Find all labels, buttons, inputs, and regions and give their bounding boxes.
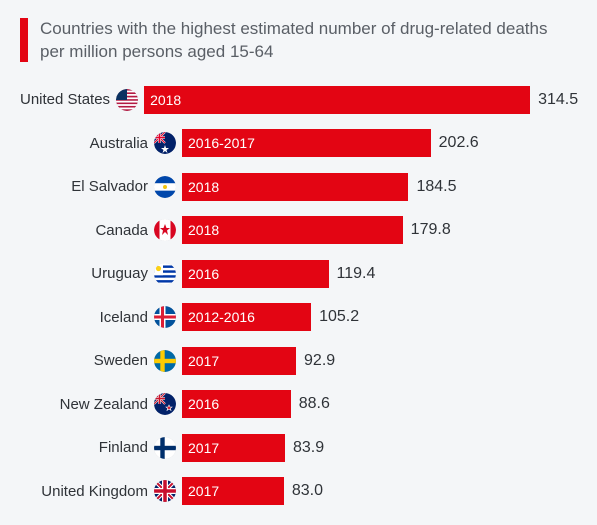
- year-label: 2017: [188, 440, 219, 456]
- country-label: Canada: [20, 222, 154, 239]
- value-label: 92.9: [304, 352, 335, 370]
- chart-title-row: Countries with the highest estimated num…: [20, 18, 569, 64]
- flag-icon: [154, 132, 176, 154]
- flag-icon: [154, 263, 176, 285]
- flag-icon: [154, 393, 176, 415]
- year-label: 2017: [188, 483, 219, 499]
- bar-area: 2018 184.5: [182, 173, 569, 201]
- flag-icon: [154, 437, 176, 459]
- chart-row: Iceland 2012-2016 105.2: [20, 303, 569, 331]
- bar: 2017: [182, 434, 285, 462]
- bar-area: 2016 88.6: [182, 390, 569, 418]
- country-label: El Salvador: [20, 178, 154, 195]
- value-label: 184.5: [416, 178, 456, 196]
- chart-row: Sweden 2017 92.9: [20, 347, 569, 375]
- bar: 2018: [182, 216, 403, 244]
- country-label: Australia: [20, 135, 154, 152]
- bar-area: 2012-2016 105.2: [182, 303, 569, 331]
- bar: 2018: [144, 86, 530, 114]
- value-label: 88.6: [299, 395, 330, 413]
- flag-icon: [116, 89, 138, 111]
- year-label: 2017: [188, 353, 219, 369]
- value-label: 202.6: [439, 134, 479, 152]
- value-label: 179.8: [411, 221, 451, 239]
- chart-rows: United States 2018 314.5 Australia 2016-…: [20, 86, 569, 506]
- bar-area: 2016 119.4: [182, 260, 569, 288]
- chart-row: Australia 2016-2017 202.6: [20, 129, 569, 157]
- chart-title: Countries with the highest estimated num…: [40, 18, 569, 64]
- chart-row: United Kingdom 2017 83.0: [20, 477, 569, 505]
- bar-area: 2017 92.9: [182, 347, 569, 375]
- flag-icon: [154, 176, 176, 198]
- flag-icon: [154, 306, 176, 328]
- year-label: 2018: [188, 179, 219, 195]
- bar: 2016: [182, 260, 329, 288]
- bar-area: 2018 179.8: [182, 216, 569, 244]
- value-label: 105.2: [319, 308, 359, 326]
- chart-row: El Salvador 2018 184.5: [20, 173, 569, 201]
- chart-row: Uruguay 2016 119.4: [20, 260, 569, 288]
- country-label: Iceland: [20, 309, 154, 326]
- country-label: United Kingdom: [20, 483, 154, 500]
- bar: 2016: [182, 390, 291, 418]
- bar: 2017: [182, 477, 284, 505]
- country-label: Uruguay: [20, 265, 154, 282]
- flag-icon: [154, 480, 176, 502]
- chart-row: Finland 2017 83.9: [20, 434, 569, 462]
- drug-deaths-bar-chart: Countries with the highest estimated num…: [0, 0, 597, 525]
- year-label: 2012-2016: [188, 309, 255, 325]
- bar: 2018: [182, 173, 408, 201]
- year-label: 2016: [188, 266, 219, 282]
- value-label: 314.5: [538, 91, 578, 109]
- flag-icon: [154, 350, 176, 372]
- country-label: Finland: [20, 439, 154, 456]
- year-label: 2018: [150, 92, 181, 108]
- year-label: 2016: [188, 396, 219, 412]
- bar: 2017: [182, 347, 296, 375]
- bar: 2016-2017: [182, 129, 431, 157]
- value-label: 83.0: [292, 482, 323, 500]
- country-label: United States: [20, 91, 116, 108]
- year-label: 2016-2017: [188, 135, 255, 151]
- value-label: 119.4: [337, 265, 376, 283]
- title-accent-bar: [20, 18, 28, 62]
- bar-area: 2016-2017 202.6: [182, 129, 569, 157]
- bar-area: 2017 83.0: [182, 477, 569, 505]
- chart-row: Canada 2018 179.8: [20, 216, 569, 244]
- chart-row: New Zealand 2016 88.6: [20, 390, 569, 418]
- bar-area: 2017 83.9: [182, 434, 569, 462]
- flag-icon: [154, 219, 176, 241]
- country-label: Sweden: [20, 352, 154, 369]
- year-label: 2018: [188, 222, 219, 238]
- bar-area: 2018 314.5: [144, 86, 578, 114]
- bar: 2012-2016: [182, 303, 311, 331]
- chart-row: United States 2018 314.5: [20, 86, 569, 114]
- country-label: New Zealand: [20, 396, 154, 413]
- value-label: 83.9: [293, 439, 324, 457]
